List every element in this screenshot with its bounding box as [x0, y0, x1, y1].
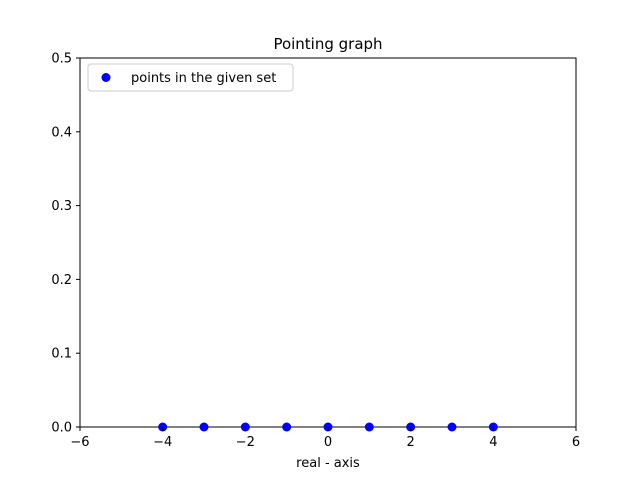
x-tick-label: 4 — [489, 435, 497, 450]
data-point — [282, 422, 292, 432]
data-point — [447, 422, 457, 432]
legend: points in the given set — [87, 63, 294, 92]
x-tick-label: −2 — [236, 435, 255, 450]
y-tick-label: 0.2 — [51, 273, 72, 288]
legend-label: points in the given set — [131, 71, 276, 86]
y-tick-label: 0.1 — [51, 347, 72, 362]
legend-marker — [101, 73, 111, 82]
x-tick-label: 0 — [324, 435, 332, 450]
x-tick-label: 6 — [572, 435, 580, 450]
data-point — [364, 422, 374, 432]
data-point — [199, 422, 209, 432]
x-axis-label: real - axis — [296, 456, 360, 471]
y-tick-label: 0.4 — [51, 125, 72, 140]
x-axis-ticks: −6 −4 −2 0 2 4 6 — [70, 427, 580, 450]
x-tick-label: 2 — [407, 435, 415, 450]
plot-area — [79, 57, 577, 428]
legend-box — [87, 63, 294, 92]
y-tick-label: 0.0 — [51, 421, 72, 436]
plot-frame — [79, 57, 577, 428]
x-tick-label: −4 — [153, 435, 172, 450]
y-tick-label: 0.5 — [51, 52, 72, 67]
y-axis-ticks: 0.0 0.1 0.2 0.3 0.4 0.5 — [51, 52, 80, 436]
x-tick-label: −6 — [70, 435, 89, 450]
chart-title: Pointing graph — [273, 35, 382, 53]
y-tick-label: 0.3 — [51, 199, 72, 214]
